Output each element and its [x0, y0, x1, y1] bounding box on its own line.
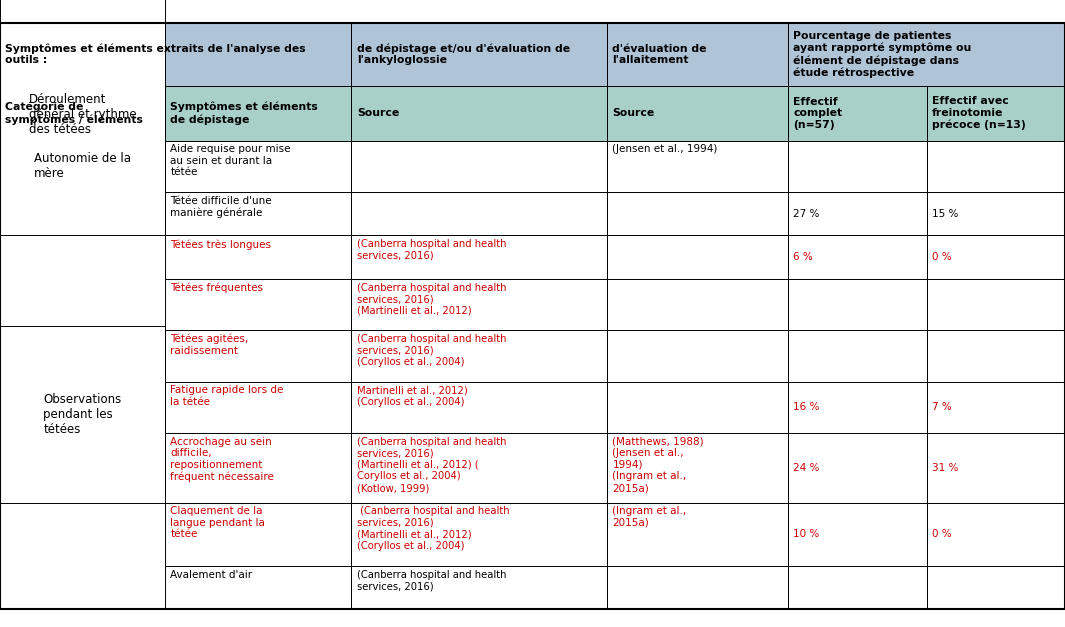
Text: Symptômes et éléments
de dépistage: Symptômes et éléments de dépistage	[170, 102, 318, 125]
Text: Effectif
complet
(n=57): Effectif complet (n=57)	[793, 97, 842, 130]
Bar	[607, 502, 788, 566]
Bar	[351, 433, 607, 502]
Bar	[607, 433, 788, 502]
Text: Observations
pendant les
tétées: Observations pendant les tétées	[44, 393, 121, 436]
Bar	[927, 502, 1065, 566]
Text: Tétées fréquentes: Tétées fréquentes	[170, 283, 263, 293]
Bar	[607, 566, 788, 609]
Text: Catégorie de
symptômes / éléments: Catégorie de symptômes / éléments	[5, 102, 143, 125]
Bar	[351, 382, 607, 433]
Text: de dépistage et/ou d'évaluation de
l'ankyloglossie: de dépistage et/ou d'évaluation de l'ank…	[357, 43, 570, 65]
Bar	[607, 382, 788, 433]
Bar	[607, 23, 788, 86]
Bar	[607, 192, 788, 235]
Text: 15 %: 15 %	[932, 209, 958, 219]
Bar	[0, 0, 165, 235]
Text: (Canberra hospital and health
services, 2016)
(Coryllos et al., 2004): (Canberra hospital and health services, …	[357, 334, 506, 367]
Bar	[0, 326, 165, 502]
Text: Accrochage au sein
difficile,
repositionnement
fréquent nécessaire: Accrochage au sein difficile, reposition…	[170, 436, 275, 482]
Bar	[927, 279, 1065, 330]
Bar	[927, 235, 1065, 279]
Bar	[165, 192, 351, 235]
Text: d'évaluation de
l'allaitement: d'évaluation de l'allaitement	[612, 44, 707, 65]
Text: 31 %: 31 %	[932, 463, 958, 473]
Bar	[165, 279, 351, 330]
Bar	[165, 433, 351, 502]
Bar	[351, 86, 607, 140]
Bar	[351, 566, 607, 609]
Text: 24 %: 24 %	[793, 463, 820, 473]
Bar	[607, 86, 788, 140]
Bar	[927, 140, 1065, 192]
Bar	[788, 192, 927, 235]
Bar	[0, 23, 351, 86]
Bar	[351, 235, 607, 279]
Bar	[788, 86, 927, 140]
Text: Symptômes et éléments extraits de l'analyse des
outils :: Symptômes et éléments extraits de l'anal…	[5, 43, 306, 65]
Bar	[165, 140, 351, 192]
Text: (Canberra hospital and health
services, 2016)
(Martinelli et al., 2012): (Canberra hospital and health services, …	[357, 283, 506, 316]
Text: (Canberra hospital and health
services, 2016): (Canberra hospital and health services, …	[357, 239, 506, 261]
Bar	[927, 382, 1065, 433]
Text: Source: Source	[357, 108, 399, 119]
Text: 10 %: 10 %	[793, 529, 820, 539]
Text: Déroulement
général et rythme
des tétées: Déroulement général et rythme des tétées	[29, 93, 136, 136]
Text: 0 %: 0 %	[932, 529, 951, 539]
Text: Claquement de la
langue pendant la
tétée: Claquement de la langue pendant la tétée	[170, 506, 265, 539]
Text: (Canberra hospital and health
services, 2016)
(Martinelli et al., 2012)
(Coryllo: (Canberra hospital and health services, …	[357, 506, 509, 551]
Bar	[927, 192, 1065, 235]
Text: 16 %: 16 %	[793, 403, 820, 413]
Text: 0 %: 0 %	[932, 252, 951, 262]
Bar	[165, 502, 351, 566]
Bar	[788, 23, 1065, 86]
Bar	[165, 86, 351, 140]
Text: Tétée difficile d'une
manière générale: Tétée difficile d'une manière générale	[170, 196, 272, 218]
Bar	[927, 566, 1065, 609]
Bar	[351, 279, 607, 330]
Bar	[351, 330, 607, 382]
Bar	[351, 502, 607, 566]
Bar	[165, 330, 351, 382]
Text: Aide requise pour mise
au sein et durant la
tétée: Aide requise pour mise au sein et durant…	[170, 144, 291, 177]
Bar	[0, 140, 165, 192]
Bar	[351, 192, 607, 235]
Bar	[788, 502, 927, 566]
Bar	[607, 279, 788, 330]
Text: (Matthews, 1988)
(Jensen et al.,
1994)
(Ingram et al.,
2015a): (Matthews, 1988) (Jensen et al., 1994) (…	[612, 436, 704, 493]
Text: Source: Source	[612, 108, 655, 119]
Text: Fatigue rapide lors de
la tétée: Fatigue rapide lors de la tétée	[170, 385, 283, 407]
Bar	[788, 140, 927, 192]
Text: Autonomie de la
mère: Autonomie de la mère	[34, 152, 131, 180]
Bar	[927, 330, 1065, 382]
Bar	[165, 382, 351, 433]
Bar	[927, 433, 1065, 502]
Text: Tétées agitées,
raidissement: Tétées agitées, raidissement	[170, 334, 248, 356]
Text: Tétées très longues: Tétées très longues	[170, 239, 272, 250]
Bar	[351, 23, 607, 86]
Text: Martinelli et al., 2012)
(Coryllos et al., 2004): Martinelli et al., 2012) (Coryllos et al…	[357, 385, 468, 407]
Text: Pourcentage de patientes
ayant rapporté symptôme ou
élément de dépistage dans
ét: Pourcentage de patientes ayant rapporté …	[793, 31, 971, 78]
Bar	[788, 566, 927, 609]
Bar	[788, 382, 927, 433]
Text: (Ingram et al.,
2015a): (Ingram et al., 2015a)	[612, 506, 687, 528]
Bar	[607, 330, 788, 382]
Text: (Canberra hospital and health
services, 2016)
(Martinelli et al., 2012) (
Coryll: (Canberra hospital and health services, …	[357, 436, 506, 493]
Text: 7 %: 7 %	[932, 403, 952, 413]
Bar	[607, 235, 788, 279]
Bar	[788, 235, 927, 279]
Text: (Jensen et al., 1994): (Jensen et al., 1994)	[612, 144, 718, 154]
Text: Effectif avec
freinotomie
précoce (n=13): Effectif avec freinotomie précoce (n=13)	[932, 97, 1026, 130]
Text: (Canberra hospital and health
services, 2016): (Canberra hospital and health services, …	[357, 569, 506, 591]
Bar	[788, 330, 927, 382]
Bar	[927, 86, 1065, 140]
Bar	[351, 140, 607, 192]
Text: 27 %: 27 %	[793, 209, 820, 219]
Bar	[0, 86, 165, 140]
Bar	[165, 566, 351, 609]
Text: Avalement d'air: Avalement d'air	[170, 569, 252, 579]
Bar	[788, 279, 927, 330]
Bar	[607, 140, 788, 192]
Bar	[788, 433, 927, 502]
Bar	[165, 235, 351, 279]
Text: 6 %: 6 %	[793, 252, 814, 262]
